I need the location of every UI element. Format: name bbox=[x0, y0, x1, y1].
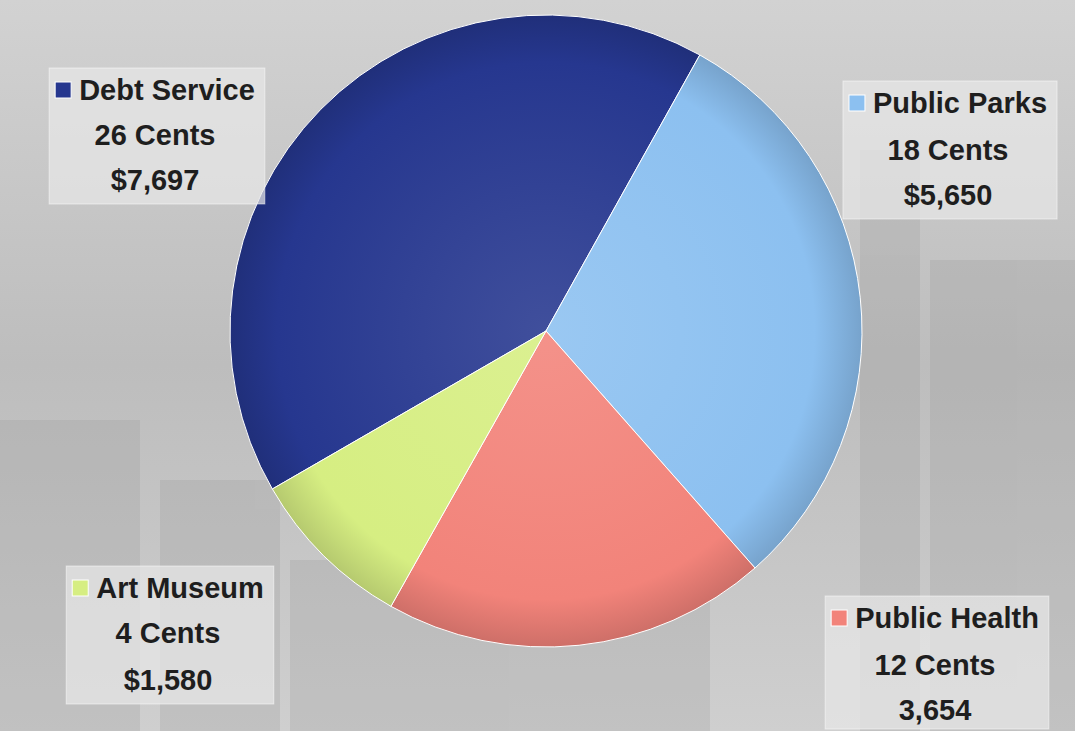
cents-label: 18 Cents bbox=[888, 134, 1009, 166]
label-box-bg bbox=[66, 566, 274, 704]
pie bbox=[230, 15, 862, 647]
legend-swatch bbox=[849, 95, 865, 111]
label-box-bg bbox=[843, 81, 1057, 219]
legend-swatch bbox=[72, 580, 88, 596]
cents-label: 26 Cents bbox=[95, 119, 216, 151]
value-label: $1,580 bbox=[124, 664, 213, 696]
cents-label: 12 Cents bbox=[875, 649, 996, 681]
category-label: Public Health bbox=[855, 602, 1039, 634]
label-box: Public Health 12 Cents 3,654 bbox=[825, 596, 1049, 729]
value-label: $7,697 bbox=[111, 164, 200, 196]
cents-label: 4 Cents bbox=[116, 617, 221, 649]
category-label: Art Museum bbox=[96, 572, 264, 604]
legend-swatch bbox=[831, 610, 847, 626]
value-label: $5,650 bbox=[904, 179, 993, 211]
label-box: Debt Service 26 Cents $7,697 bbox=[49, 68, 265, 204]
label-box: Public Parks 18 Cents $5,650 bbox=[843, 81, 1057, 219]
pie-slice bbox=[272, 331, 546, 606]
value-label: 3,654 bbox=[899, 694, 972, 726]
label-box-bg bbox=[49, 68, 265, 204]
category-label: Public Parks bbox=[873, 87, 1047, 119]
label-box-bg bbox=[825, 596, 1049, 729]
chart: Debt Service 26 Cents $7,697 Public Parks 18… bbox=[0, 0, 1075, 731]
background bbox=[0, 0, 1075, 731]
category-label: Debt Service bbox=[79, 74, 255, 106]
legend-swatch bbox=[55, 82, 71, 98]
label-box: Art Museum 4 Cents $1,580 bbox=[66, 566, 274, 704]
